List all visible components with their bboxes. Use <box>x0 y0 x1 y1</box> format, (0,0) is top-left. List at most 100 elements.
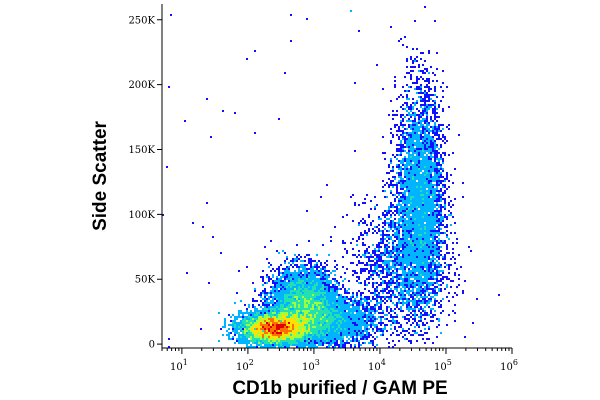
event-dot <box>360 234 362 236</box>
event-dot <box>292 280 294 282</box>
event-dot <box>272 328 274 330</box>
event-dot <box>322 244 324 246</box>
event-dot <box>430 232 432 234</box>
event-dot <box>406 182 408 184</box>
event-dot <box>392 168 394 170</box>
event-dot <box>406 264 408 266</box>
event-dot <box>362 330 364 332</box>
event-dot <box>432 242 434 244</box>
event-dot <box>440 312 442 314</box>
event-dot <box>432 248 434 250</box>
event-dot <box>264 334 266 336</box>
event-dot <box>390 280 392 282</box>
event-dot <box>396 330 398 332</box>
event-dot <box>412 304 414 306</box>
event-dot <box>338 304 340 306</box>
event-dot <box>422 132 424 134</box>
event-dot <box>332 296 334 298</box>
event-dot <box>414 252 416 254</box>
event-dot <box>408 162 410 164</box>
event-dot <box>302 300 304 302</box>
event-dot <box>270 264 272 266</box>
event-dot <box>438 198 440 200</box>
event-dot <box>384 234 386 236</box>
event-dot <box>286 334 288 336</box>
event-dot <box>360 282 362 284</box>
event-dot <box>276 322 278 324</box>
event-dot <box>414 164 416 166</box>
event-dot <box>292 322 294 324</box>
event-dot <box>300 302 302 304</box>
event-dot <box>452 296 454 298</box>
event-dot <box>248 316 250 318</box>
event-dot <box>440 196 442 198</box>
event-dot <box>280 294 282 296</box>
event-dot <box>392 292 394 294</box>
event-dot <box>408 264 410 266</box>
event-dot <box>392 302 394 304</box>
event-dot <box>404 262 406 264</box>
event-dot <box>308 320 310 322</box>
event-dot <box>424 92 426 94</box>
event-dot <box>430 192 432 194</box>
event-dot <box>402 234 404 236</box>
event-dot <box>410 312 412 314</box>
event-dot <box>414 180 416 182</box>
event-dot <box>434 74 436 76</box>
event-dot <box>340 336 342 338</box>
event-dot <box>434 116 436 118</box>
event-dot <box>410 276 412 278</box>
event-dot <box>428 128 430 130</box>
event-dot <box>414 308 416 310</box>
event-dot <box>426 100 428 102</box>
event-dot <box>238 334 240 336</box>
event-dot <box>448 278 450 280</box>
event-dot <box>420 146 422 148</box>
event-dot <box>400 290 402 292</box>
event-dot <box>430 248 432 250</box>
event-dot <box>270 286 272 288</box>
event-dot <box>294 324 296 326</box>
event-dot <box>362 308 364 310</box>
event-dot <box>334 336 336 338</box>
event-dot <box>420 126 422 128</box>
event-dot <box>422 194 424 196</box>
event-dot <box>408 138 410 140</box>
event-dot <box>442 276 444 278</box>
event-dot <box>228 328 230 330</box>
event-dot <box>376 64 378 66</box>
event-dot <box>334 334 336 336</box>
event-dot <box>372 298 374 300</box>
event-dot <box>402 228 404 230</box>
event-dot <box>368 214 370 216</box>
event-dot <box>410 120 412 122</box>
event-dot <box>418 88 420 90</box>
event-dot <box>370 308 372 310</box>
event-dot <box>424 160 426 162</box>
event-dot <box>434 246 436 248</box>
event-dot <box>396 256 398 258</box>
event-dot <box>284 314 286 316</box>
event-dot <box>324 262 326 264</box>
event-dot <box>422 298 424 300</box>
event-dot <box>408 248 410 250</box>
event-dot <box>270 312 272 314</box>
event-dot <box>424 260 426 262</box>
event-dot <box>298 272 300 274</box>
event-dot <box>416 176 418 178</box>
event-dot <box>316 296 318 298</box>
event-dot <box>244 326 246 328</box>
event-dot <box>350 332 352 334</box>
event-dot <box>420 212 422 214</box>
event-dot <box>448 300 450 302</box>
event-dot <box>336 312 338 314</box>
event-dot <box>402 160 404 162</box>
event-dot <box>418 202 420 204</box>
event-dot <box>392 240 394 242</box>
event-dot <box>284 270 286 272</box>
event-dot <box>376 264 378 266</box>
event-dot <box>414 104 416 106</box>
event-dot <box>384 276 386 278</box>
event-dot <box>294 320 296 322</box>
event-dot <box>378 218 380 220</box>
